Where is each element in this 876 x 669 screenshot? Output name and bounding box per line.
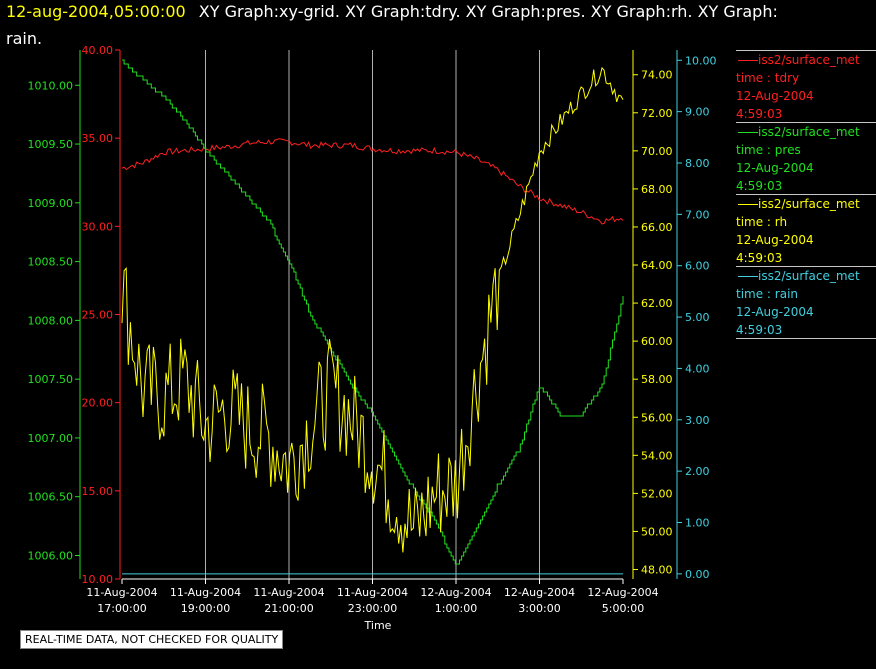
x-tick-label-time: 1:00:00 — [435, 602, 477, 615]
rh-tick-label: 72.00 — [641, 107, 673, 120]
rh-tick-label: 60.00 — [641, 335, 673, 348]
legend-source: iss2/surface_met — [736, 195, 876, 213]
legend-separator — [736, 50, 876, 51]
rain-tick-label: 4.00 — [685, 362, 710, 375]
rain-tick-label: 7.00 — [685, 208, 710, 221]
x-axis-label: Time — [364, 619, 392, 632]
legend-field: time : rh — [736, 215, 788, 229]
legend-source: iss2/surface_met — [736, 267, 876, 285]
legend-field: time : pres — [736, 143, 801, 157]
header-title: 12-aug-2004,05:00:00 XY Graph:xy-grid. X… — [6, 2, 778, 21]
x-tick-label-date: 11-Aug-2004 — [170, 586, 241, 599]
legend-separator — [736, 338, 876, 339]
legend-date: 12-Aug-2004 — [736, 89, 814, 103]
legend-time: 4:59:03 — [736, 323, 783, 337]
legend-source: iss2/surface_met — [736, 51, 876, 69]
rh-tick-label: 56.00 — [641, 411, 673, 424]
rain-tick-label: 6.00 — [685, 260, 710, 273]
rh-tick-label: 50.00 — [641, 525, 673, 538]
rh-tick-label: 64.00 — [641, 259, 673, 272]
x-tick-label-time: 3:00:00 — [518, 602, 560, 615]
x-tick-label-date: 12-Aug-2004 — [504, 586, 575, 599]
rh-tick-label: 70.00 — [641, 145, 673, 158]
tdry-tick-label: 30.00 — [82, 220, 114, 233]
pres-tick-label: 1007.50 — [28, 373, 74, 386]
legend-date: 12-Aug-2004 — [736, 233, 814, 247]
rain-tick-label: 2.00 — [685, 465, 710, 478]
pres-tick-label: 1008.00 — [28, 314, 74, 327]
pres-tick-label: 1008.50 — [28, 256, 74, 269]
x-tick-label-time: 5:00:00 — [602, 602, 644, 615]
rain-tick-label: 3.00 — [685, 414, 710, 427]
legend-time: 4:59:03 — [736, 107, 783, 121]
rain-tick-label: 10.00 — [685, 54, 717, 67]
x-tick-label-time: 19:00:00 — [181, 602, 230, 615]
tdry-tick-label: 40.00 — [82, 44, 114, 57]
pres-tick-label: 1007.00 — [28, 432, 74, 445]
legend-separator — [736, 122, 876, 123]
x-tick-label-date: 12-Aug-2004 — [587, 586, 658, 599]
rh-tick-label: 54.00 — [641, 449, 673, 462]
header-graph-list-continued: rain. — [6, 29, 43, 48]
series-line-pres — [122, 59, 624, 565]
x-tick-label-time: 21:00:00 — [264, 602, 313, 615]
pres-tick-label: 1009.00 — [28, 197, 74, 210]
rh-tick-label: 74.00 — [641, 69, 673, 82]
legend-date: 12-Aug-2004 — [736, 305, 814, 319]
legend-time: 4:59:03 — [736, 179, 783, 193]
legend-time: 4:59:03 — [736, 251, 783, 265]
tdry-tick-label: 15.00 — [82, 485, 114, 498]
rh-tick-label: 58.00 — [641, 373, 673, 386]
rain-tick-label: 9.00 — [685, 106, 710, 119]
header-graph-list: XY Graph:xy-grid. XY Graph:tdry. XY Grap… — [198, 2, 778, 21]
rain-tick-label: 8.00 — [685, 157, 710, 170]
series-line-rh — [121, 66, 624, 553]
legend-source: iss2/surface_met — [736, 123, 876, 141]
legend-field: time : rain — [736, 287, 799, 301]
legend-separator — [736, 194, 876, 195]
x-tick-label-date: 11-Aug-2004 — [86, 586, 157, 599]
legend-field: time : tdry — [736, 71, 800, 85]
rh-tick-label: 62.00 — [641, 297, 673, 310]
pres-tick-label: 1006.50 — [28, 491, 74, 504]
x-tick-label-date: 11-Aug-2004 — [253, 586, 324, 599]
rain-tick-label: 5.00 — [685, 311, 710, 324]
rh-tick-label: 68.00 — [641, 183, 673, 196]
legend-separator — [736, 266, 876, 267]
rh-tick-label: 66.00 — [641, 221, 673, 234]
rh-tick-label: 48.00 — [641, 563, 673, 576]
x-tick-label-time: 17:00:00 — [97, 602, 146, 615]
tdry-tick-label: 20.00 — [82, 397, 114, 410]
x-tick-label-date: 12-Aug-2004 — [420, 586, 491, 599]
tdry-tick-label: 25.00 — [82, 309, 114, 322]
x-tick-label-date: 11-Aug-2004 — [337, 586, 408, 599]
pres-tick-label: 1006.00 — [28, 549, 74, 562]
quality-warning: REAL-TIME DATA, NOT CHECKED FOR QUALITY — [20, 630, 284, 649]
header-date: 12-aug-2004,05:00:00 — [6, 2, 186, 21]
rain-tick-label: 1.00 — [685, 517, 710, 530]
legend-date: 12-Aug-2004 — [736, 161, 814, 175]
tdry-tick-label: 10.00 — [82, 573, 114, 586]
x-tick-label-time: 23:00:00 — [348, 602, 397, 615]
rh-tick-label: 52.00 — [641, 487, 673, 500]
rain-tick-label: 0.00 — [685, 568, 710, 581]
pres-tick-label: 1009.50 — [28, 138, 74, 151]
pres-tick-label: 1010.00 — [28, 79, 74, 92]
tdry-tick-label: 35.00 — [82, 132, 114, 145]
